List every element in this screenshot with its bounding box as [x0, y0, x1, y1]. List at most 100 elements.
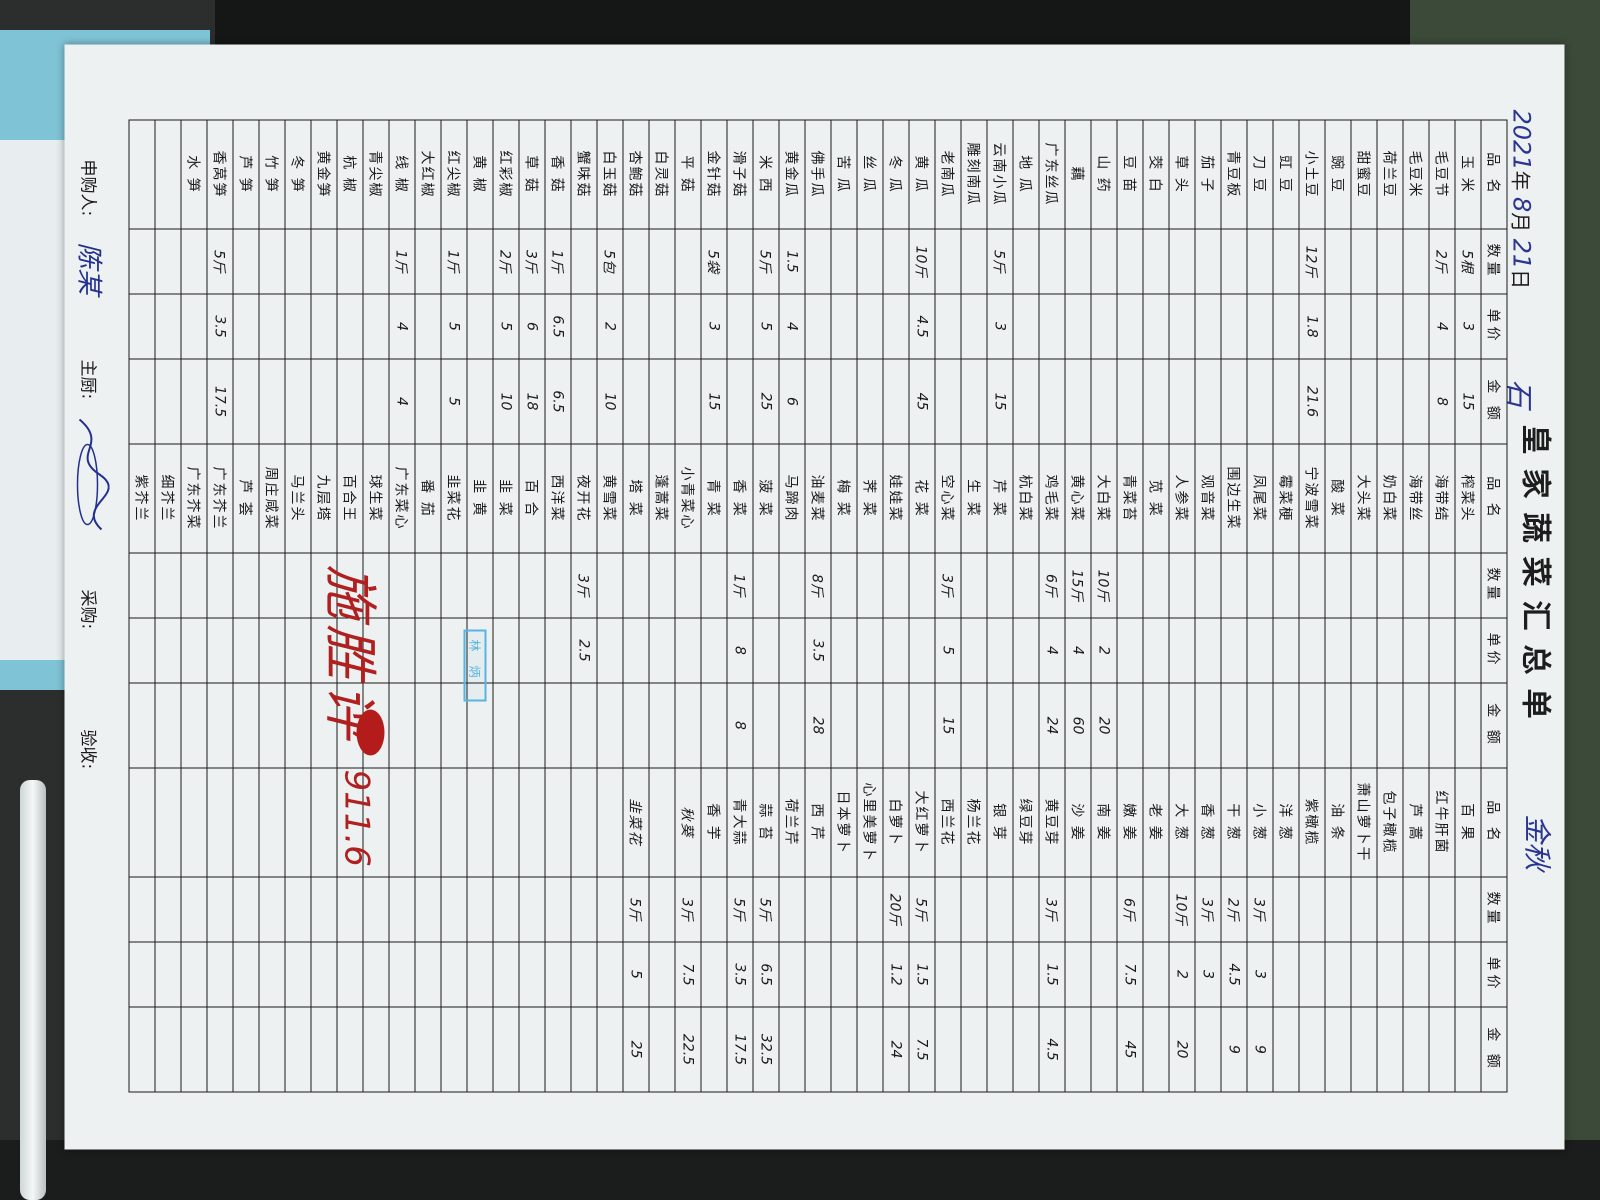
- item-name: 竹 笋: [259, 120, 285, 229]
- red-ink-scribble: [356, 709, 385, 756]
- item-amount: [1117, 359, 1143, 444]
- item-name: 黄豆芽: [1039, 768, 1065, 877]
- item-quantity: [1273, 877, 1299, 942]
- item-name: 地 瓜: [1013, 120, 1039, 229]
- header-amount: 金 额: [1481, 1007, 1507, 1092]
- item-quantity: [155, 553, 181, 618]
- item-amount: [259, 359, 285, 444]
- item-amount: [1351, 1007, 1377, 1092]
- item-quantity: [649, 229, 675, 294]
- item-unit-price: [311, 294, 337, 359]
- item-quantity: [1403, 553, 1429, 618]
- item-quantity: [441, 553, 467, 618]
- item-unit-price: [857, 294, 883, 359]
- item-amount: 24: [1039, 683, 1065, 768]
- item-amount: [1403, 359, 1429, 444]
- item-name: 刀 豆: [1247, 120, 1273, 229]
- item-amount: 60: [1065, 683, 1091, 768]
- item-name: 香 菇: [545, 120, 571, 229]
- item-unit-price: [363, 942, 389, 1007]
- item-name: 百合王: [337, 444, 363, 553]
- item-name: 山 药: [1091, 120, 1117, 229]
- item-quantity: [1273, 553, 1299, 618]
- table-row: 白玉菇 5包 2 10 黄雪菜: [597, 120, 623, 1092]
- item-unit-price: [649, 294, 675, 359]
- item-unit-price: [467, 294, 493, 359]
- item-name: 大红萝卜: [909, 768, 935, 877]
- item-amount: [1377, 359, 1403, 444]
- item-name: 奶白菜: [1377, 444, 1403, 553]
- item-name: [467, 768, 493, 877]
- item-unit-price: [259, 294, 285, 359]
- item-quantity: [1429, 877, 1455, 942]
- table-row: 茄 子观音菜香 葱 3斤 3: [1195, 120, 1221, 1092]
- item-name: 绿豆芽: [1013, 768, 1039, 877]
- item-quantity: [1013, 877, 1039, 942]
- item-name: 心里美萝卜: [857, 768, 883, 877]
- item-name: 白玉菇: [597, 120, 623, 229]
- item-quantity: [259, 877, 285, 942]
- item-name: 豆 苗: [1117, 120, 1143, 229]
- item-unit-price: 3: [1195, 942, 1221, 1007]
- item-quantity: [1247, 229, 1273, 294]
- item-unit-price: [857, 618, 883, 683]
- item-name: [259, 768, 285, 877]
- total-amount: 911.6: [336, 769, 377, 867]
- item-amount: [649, 359, 675, 444]
- item-unit-price: [831, 294, 857, 359]
- item-name: [233, 768, 259, 877]
- item-name: 包子橄榄: [1377, 768, 1403, 877]
- red-signature: 施胜评: [318, 564, 382, 745]
- item-quantity: [233, 229, 259, 294]
- item-name: 杭 椒: [337, 120, 363, 229]
- item-amount: [675, 683, 701, 768]
- item-name: 红牛肝菌: [1429, 768, 1455, 877]
- item-quantity: 2斤: [493, 229, 519, 294]
- item-name: 空心菜: [935, 444, 961, 553]
- item-name: 白萝卜: [883, 768, 909, 877]
- item-unit-price: 6.5: [545, 294, 571, 359]
- item-unit-price: 8: [727, 618, 753, 683]
- item-quantity: [1169, 553, 1195, 618]
- table-row: 茭 白苋 菜老 姜: [1143, 120, 1169, 1092]
- item-unit-price: [311, 942, 337, 1007]
- item-unit-price: [181, 294, 207, 359]
- item-unit-price: 4.5: [909, 294, 935, 359]
- item-amount: [207, 1007, 233, 1092]
- item-name: 黄心菜: [1065, 444, 1091, 553]
- item-amount: [285, 1007, 311, 1092]
- item-amount: [1351, 683, 1377, 768]
- item-unit-price: [909, 618, 935, 683]
- item-name: 梅 菜: [831, 444, 857, 553]
- item-name: 黄金笋: [311, 120, 337, 229]
- item-quantity: [935, 229, 961, 294]
- item-quantity: [1091, 877, 1117, 942]
- table-row: 杏鲍菇塔 菜韭菜花 5斤 5 25: [623, 120, 649, 1092]
- item-unit-price: [1299, 618, 1325, 683]
- date-day-label: 日: [1508, 269, 1533, 290]
- item-amount: [415, 1007, 441, 1092]
- item-name: 鸡毛菜: [1039, 444, 1065, 553]
- item-amount: [597, 683, 623, 768]
- item-amount: [1325, 1007, 1351, 1092]
- header-qty: 数量: [1481, 229, 1507, 294]
- item-amount: [1273, 683, 1299, 768]
- item-unit-price: [961, 294, 987, 359]
- item-amount: [337, 359, 363, 444]
- item-amount: [363, 1007, 389, 1092]
- item-amount: [233, 683, 259, 768]
- item-unit-price: [1195, 294, 1221, 359]
- item-amount: [415, 359, 441, 444]
- item-unit-price: [519, 618, 545, 683]
- item-amount: 15: [935, 683, 961, 768]
- item-name: 草 头: [1169, 120, 1195, 229]
- item-unit-price: [155, 942, 181, 1007]
- item-amount: [961, 359, 987, 444]
- table-row: 香莴笋 5斤 3.5 17.5 广东芥兰: [207, 120, 233, 1092]
- item-name: 嫩 姜: [1117, 768, 1143, 877]
- item-name: 青尖椒: [363, 120, 389, 229]
- item-unit-price: 1.8: [1299, 294, 1325, 359]
- item-name: 香 葱: [1195, 768, 1221, 877]
- chef-label: 主厨:: [77, 359, 98, 400]
- item-unit-price: [155, 618, 181, 683]
